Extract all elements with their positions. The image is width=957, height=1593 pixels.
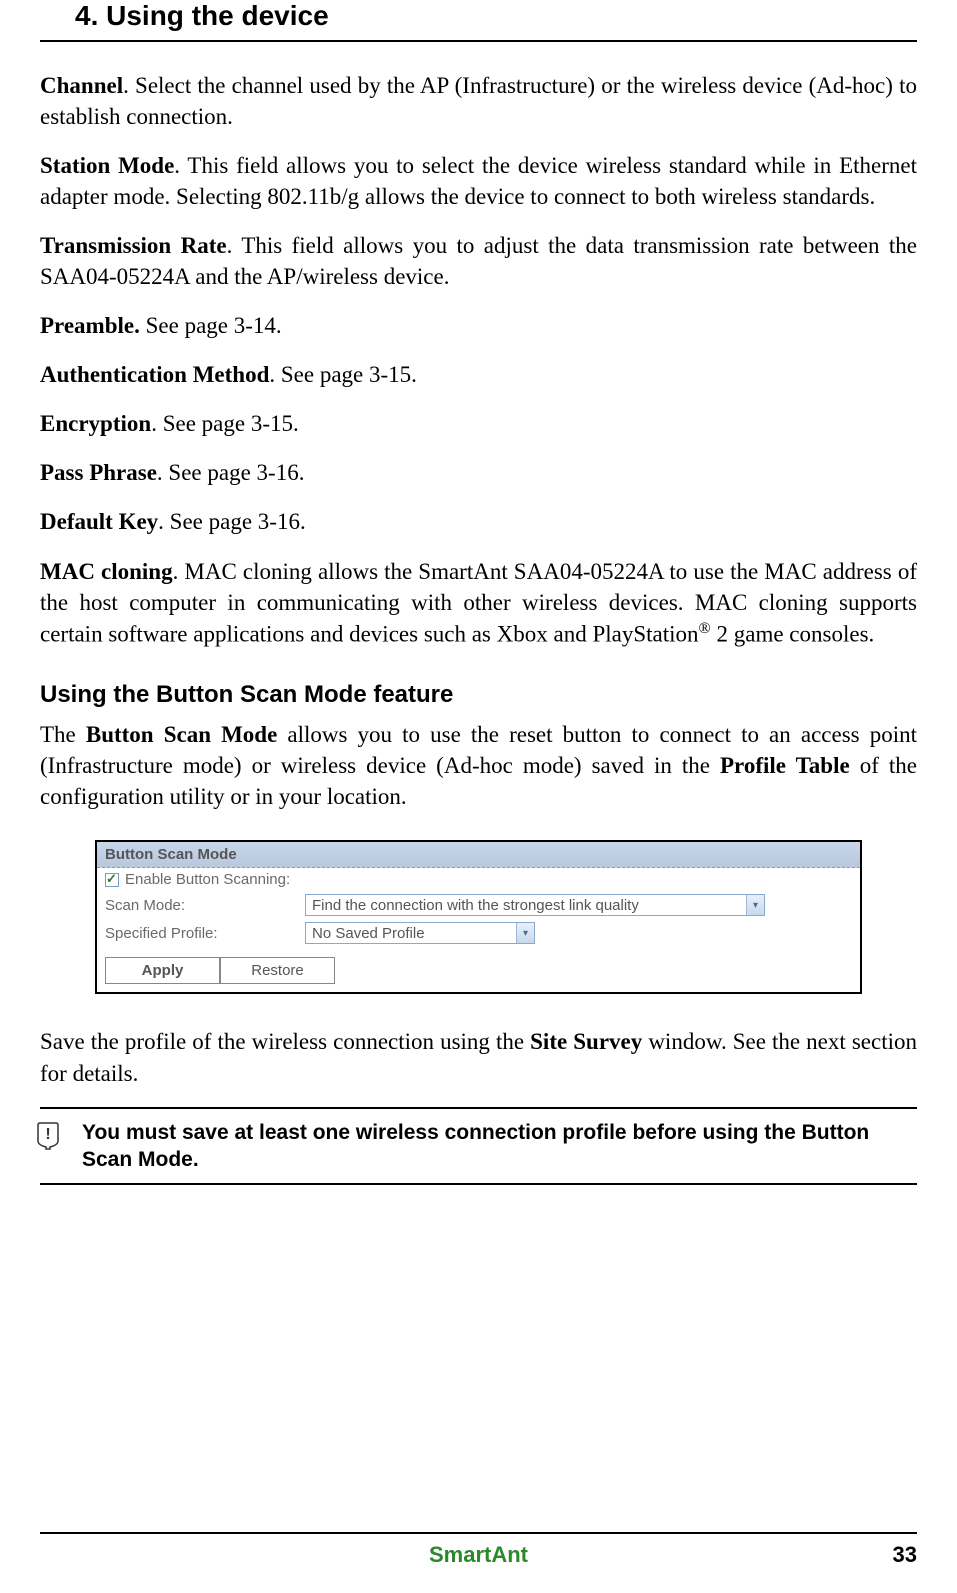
term-default-key: Default Key (40, 509, 158, 534)
paragraph-auth-method: Authentication Method. See page 3-15. (40, 359, 917, 390)
enable-scanning-row: Enable Button Scanning: (97, 868, 860, 891)
text-save-1: Save the profile of the wireless connect… (40, 1029, 530, 1054)
term-mac-cloning: MAC cloning (40, 559, 173, 584)
term-preamble: Preamble. (40, 313, 140, 338)
text-preamble: See page 3-14. (140, 313, 282, 338)
paragraph-default-key: Default Key. See page 3-16. (40, 506, 917, 537)
scan-mode-label: Scan Mode: (105, 897, 305, 914)
text-default-key: . See page 3-16. (158, 509, 306, 534)
text-auth-method: . See page 3-15. (269, 362, 417, 387)
term-auth-method: Authentication Method (40, 362, 269, 387)
chevron-down-icon: ▾ (516, 923, 534, 943)
paragraph-save-profile: Save the profile of the wireless connect… (40, 1026, 917, 1088)
text-intro-1: The (40, 722, 86, 747)
svg-text:!: ! (45, 1126, 50, 1143)
restore-button[interactable]: Restore (220, 957, 335, 984)
paragraph-preamble: Preamble. See page 3-14. (40, 310, 917, 341)
apply-button[interactable]: Apply (105, 957, 220, 984)
paragraph-channel: Channel. Select the channel used by the … (40, 70, 917, 132)
paragraph-transmission-rate: Transmission Rate. This field allows you… (40, 230, 917, 292)
term-site-survey: Site Survey (530, 1029, 642, 1054)
paragraph-station-mode: Station Mode. This field allows you to s… (40, 150, 917, 212)
scan-mode-value: Find the connection with the strongest l… (312, 897, 639, 914)
text-mac-cloning-2: 2 game consoles. (711, 621, 875, 646)
specified-profile-label: Specified Profile: (105, 925, 305, 942)
text-encryption: . See page 3-15. (151, 411, 299, 436)
term-transmission-rate: Transmission Rate (40, 233, 227, 258)
specified-profile-row: Specified Profile: No Saved Profile ▾ (97, 919, 860, 947)
scan-mode-dropdown[interactable]: Find the connection with the strongest l… (305, 894, 765, 916)
specified-profile-dropdown[interactable]: No Saved Profile ▾ (305, 922, 535, 944)
paragraph-button-scan-intro: The Button Scan Mode allows you to use t… (40, 719, 917, 812)
chapter-header: 4. Using the device (40, 0, 917, 42)
warning-icon: ! (32, 1119, 64, 1151)
warning-text: You must save at least one wireless conn… (82, 1121, 869, 1171)
paragraph-encryption: Encryption. See page 3-15. (40, 408, 917, 439)
page-footer: SmartAnt 33 (40, 1532, 917, 1568)
footer-product-name: SmartAnt (429, 1542, 528, 1568)
specified-profile-value: No Saved Profile (312, 925, 425, 942)
term-encryption: Encryption (40, 411, 151, 436)
paragraph-pass-phrase: Pass Phrase. See page 3-16. (40, 457, 917, 488)
enable-scanning-label: Enable Button Scanning: (125, 871, 290, 888)
term-button-scan-mode: Button Scan Mode (86, 722, 277, 747)
term-channel: Channel (40, 73, 123, 98)
text-pass-phrase: . See page 3-16. (157, 460, 305, 485)
chapter-title: 4. Using the device (75, 0, 917, 32)
chevron-down-icon: ▾ (746, 895, 764, 915)
scan-mode-row: Scan Mode: Find the connection with the … (97, 891, 860, 919)
term-station-mode: Station Mode (40, 153, 174, 178)
warning-note: ! You must save at least one wireless co… (40, 1107, 917, 1186)
term-profile-table: Profile Table (720, 753, 850, 778)
section-heading-button-scan: Using the Button Scan Mode feature (40, 681, 917, 709)
text-channel: . Select the channel used by the AP (Inf… (40, 73, 917, 129)
registered-symbol: ® (699, 620, 711, 637)
enable-scanning-checkbox[interactable] (105, 873, 119, 887)
paragraph-mac-cloning: MAC cloning. MAC cloning allows the Smar… (40, 556, 917, 650)
panel-button-row: Apply Restore (97, 947, 860, 992)
footer-page-number: 33 (893, 1542, 917, 1568)
panel-title-bar: Button Scan Mode (97, 842, 860, 868)
term-pass-phrase: Pass Phrase (40, 460, 157, 485)
button-scan-mode-panel: Button Scan Mode Enable Button Scanning:… (95, 840, 862, 994)
